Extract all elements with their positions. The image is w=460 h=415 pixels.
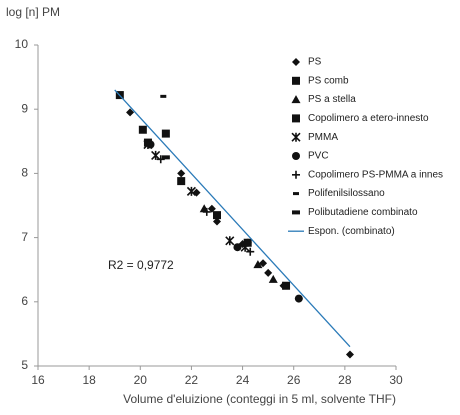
point (291, 95, 301, 104)
x-tick-label: 16 (31, 373, 45, 387)
point (282, 281, 291, 290)
point (264, 268, 273, 277)
point (294, 294, 303, 303)
point (259, 259, 268, 268)
legend-label: PS (308, 57, 322, 68)
legend-label: Copolimero PS-PMMA a innes (308, 169, 443, 180)
point (253, 260, 263, 269)
legend-label: Copolimero a etero-innesto (308, 113, 429, 124)
point (291, 132, 301, 142)
point (345, 350, 354, 359)
point (268, 274, 278, 283)
point (246, 247, 255, 256)
legend-label: Polifenilsilossano (308, 188, 385, 199)
point (225, 236, 235, 246)
point (292, 58, 300, 66)
x-tick-label: 22 (185, 373, 199, 387)
y-tick-label: 10 (15, 37, 29, 51)
y-tick-label: 8 (21, 166, 28, 180)
legend-label: Espon. (combinato) (308, 226, 395, 237)
point (160, 94, 167, 98)
point (126, 108, 135, 117)
point (293, 192, 299, 196)
trend-line (114, 89, 351, 348)
y-axis-label: log [n] PM (6, 5, 60, 19)
x-axis-label: Volume d'eluizione (conteggi in 5 ml, so… (123, 392, 396, 406)
x-tick-label: 24 (236, 373, 250, 387)
point (292, 114, 300, 123)
y-tick-label: 5 (21, 358, 28, 372)
x-tick-label: 26 (287, 373, 301, 387)
point (202, 207, 211, 216)
point (233, 243, 242, 252)
legend-label: PS comb (308, 75, 349, 86)
annotation: R2 = 0,9772 (108, 258, 174, 272)
y-tick-label: 7 (21, 230, 28, 244)
legend-label: PMMA (308, 132, 338, 143)
legend-label: PVC (308, 151, 329, 162)
point (151, 150, 161, 160)
point (186, 186, 196, 196)
y-tick-label: 9 (21, 101, 28, 115)
point (138, 125, 147, 134)
point (146, 140, 155, 149)
point (243, 238, 252, 247)
x-tick-label: 18 (82, 373, 96, 387)
x-tick-label: 28 (338, 373, 352, 387)
point (292, 170, 300, 179)
legend-label: Polibutadiene combinato (308, 207, 418, 218)
point (292, 152, 300, 160)
legend-label: PS a stella (308, 94, 356, 105)
point (161, 155, 170, 160)
point (207, 204, 216, 213)
y-tick-label: 6 (21, 294, 28, 308)
point (177, 169, 186, 178)
point (292, 76, 300, 85)
point (292, 210, 300, 215)
point (177, 177, 186, 186)
x-tick-label: 20 (134, 373, 148, 387)
point (213, 211, 221, 220)
point (213, 217, 221, 226)
x-tick-label: 30 (389, 373, 403, 387)
point (161, 129, 170, 138)
